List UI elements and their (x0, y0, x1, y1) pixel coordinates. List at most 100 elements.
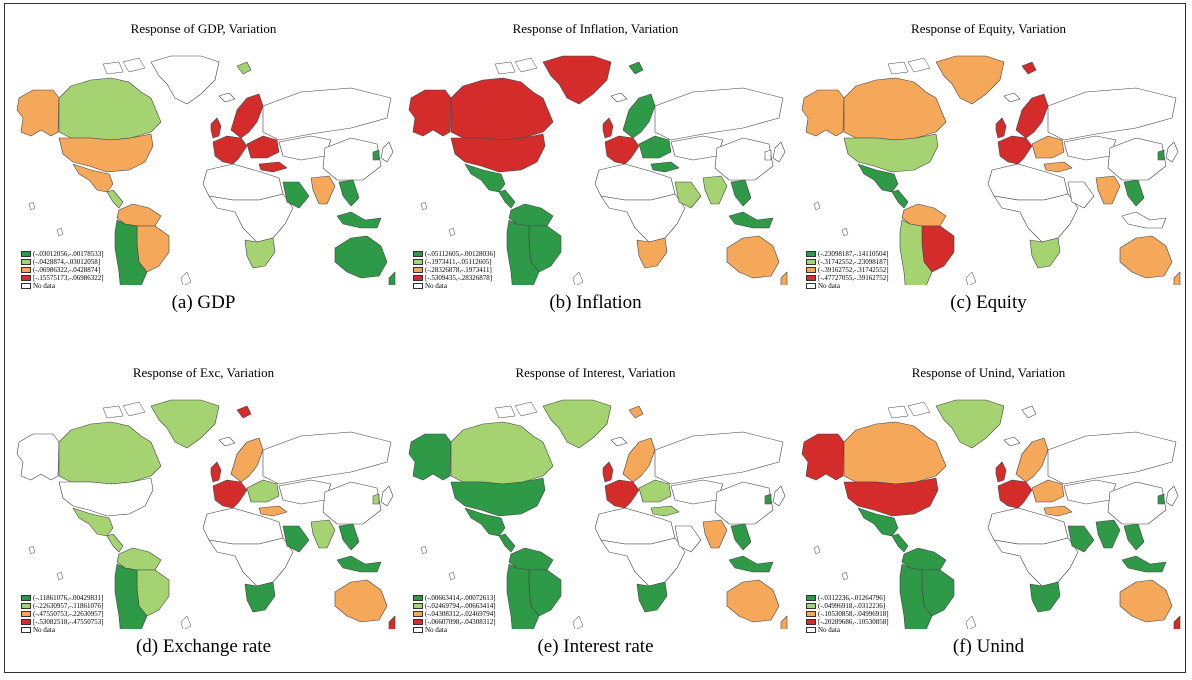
region-canada (843, 77, 947, 141)
region-korea (1157, 149, 1165, 161)
region-western-europe (212, 135, 248, 165)
region-svalbard (236, 61, 252, 75)
panel-unind: Response of Unind, Variation (-.0312236,… (796, 354, 1181, 679)
legend-item: No data (21, 626, 104, 634)
legend-label: [-.53082518,-.47550753] (33, 618, 104, 626)
region-svalbard (628, 61, 644, 75)
legend-label: No data (425, 282, 447, 290)
region-scandinavia (622, 93, 656, 139)
island-outline (102, 61, 124, 75)
panel-title: Response of Equity, Variation (911, 21, 1066, 36)
legend-label: (-.39162752,-.31742552] (818, 266, 889, 274)
legend-swatch (806, 603, 816, 609)
region-saudi-arabia (1067, 525, 1095, 553)
region-usa (58, 133, 154, 173)
region-iceland (1003, 436, 1021, 447)
island-outline (102, 405, 124, 419)
region-china (1107, 137, 1167, 181)
legend-swatch (806, 283, 816, 289)
island-outline (494, 405, 516, 419)
region-south-america-north (901, 547, 947, 571)
panel-caption: (c) Equity (950, 292, 1027, 313)
region-south-america-south (114, 563, 148, 629)
region-japan (1165, 485, 1179, 507)
legend-item: (-.04308312,-.02469794] (413, 610, 496, 618)
legend-item: [-.53082518,-.47550753] (21, 618, 104, 626)
region-india (1095, 519, 1121, 549)
region-korea (372, 493, 380, 505)
region-india (702, 175, 728, 205)
legend-label: [-.15575173,-.06986322] (33, 274, 104, 282)
panel-equity: Response of Equity, Variation (-.2309818… (796, 10, 1181, 335)
legend-swatch (806, 611, 816, 617)
legend-label: (-.03012056,-.00178533] (33, 250, 104, 258)
region-eastern-europe (246, 479, 280, 503)
legend-item: [-.06607098,-.04308312] (413, 618, 496, 626)
region-south-america-north (116, 203, 162, 227)
legend-item: No data (806, 626, 889, 634)
region-iceland (610, 92, 628, 103)
region-eastern-europe (1031, 479, 1065, 503)
legend-swatch (413, 259, 423, 265)
legend-swatch (806, 627, 816, 633)
legend-item: (-.00663414,-.00072613] (413, 594, 496, 602)
region-russia (654, 87, 784, 141)
island-outline (572, 271, 584, 285)
region-indonesia (728, 555, 774, 573)
region-western-europe (604, 479, 640, 509)
world-choropleth-map (408, 399, 788, 629)
region-southern-africa (244, 581, 276, 613)
region-japan (380, 141, 394, 163)
legend-item: (-.22630957,-.11861076] (21, 602, 104, 610)
legend-item: [-.5309435,-.28326878] (413, 274, 495, 282)
region-greenland (150, 399, 220, 449)
region-eastern-europe (638, 479, 672, 503)
region-indonesia (336, 555, 382, 573)
region-southeast-asia (1123, 179, 1145, 207)
region-south-america-south (899, 219, 933, 285)
legend-label: No data (33, 626, 55, 634)
region-iceland (1003, 92, 1021, 103)
legend-label: (-.11861076,-.00429831] (33, 594, 104, 602)
region-korea (372, 149, 380, 161)
legend-swatch (21, 267, 31, 273)
legend-swatch (21, 611, 31, 617)
region-japan (772, 485, 786, 507)
region-greenland (542, 55, 612, 105)
island-outline (180, 615, 192, 629)
island-outline (965, 271, 977, 285)
region-uk (602, 461, 614, 483)
region-scandinavia (622, 437, 656, 483)
legend-swatch (21, 627, 31, 633)
legend-swatch (21, 595, 31, 601)
region-scandinavia (230, 437, 264, 483)
map-legend: (-.0312236,-.01264796] (-.04996918,-.0312… (806, 594, 889, 634)
region-southeast-asia (1123, 523, 1145, 551)
region-usa (450, 477, 546, 517)
region-central-america (106, 189, 124, 209)
region-scandinavia (1015, 93, 1049, 139)
panel-gdp: Response of GDP, Variation (-.03012056,-… (11, 10, 396, 335)
legend-swatch (413, 627, 423, 633)
region-greenland (935, 55, 1005, 105)
region-australia (726, 579, 780, 623)
legend-label: (-.04308312,-.02469794] (425, 610, 496, 618)
legend-item: (-.39162752,-.31742552] (806, 266, 889, 274)
region-japan (1165, 141, 1179, 163)
panel-interest-rate: Response of Interest, Variation (-.00663… (403, 354, 788, 679)
legend-item: (-.0312236,-.01264796] (806, 594, 889, 602)
region-turkey (258, 161, 288, 173)
region-china (714, 137, 774, 181)
region-russia (1047, 87, 1177, 141)
region-central-asia (1063, 135, 1117, 161)
region-eastern-europe (246, 135, 280, 159)
region-southeast-asia (338, 523, 360, 551)
region-western-europe (997, 135, 1033, 165)
region-china (714, 481, 774, 525)
panel-title: Response of Unind, Variation (911, 365, 1066, 380)
world-choropleth-map (408, 55, 788, 285)
region-indonesia (336, 211, 382, 229)
region-india (1095, 175, 1121, 205)
region-india (310, 519, 336, 549)
panel-caption: (d) Exchange rate (135, 636, 272, 657)
